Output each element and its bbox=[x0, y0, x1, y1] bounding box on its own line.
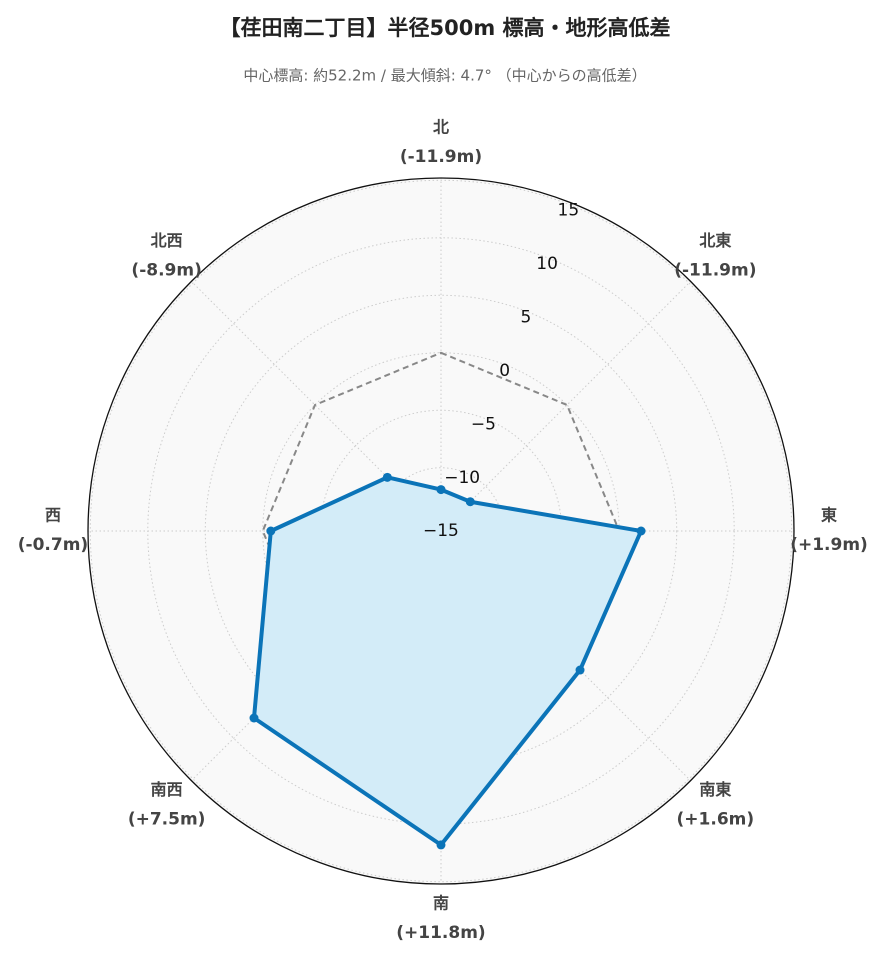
category-label: 西 bbox=[45, 506, 61, 525]
data-point bbox=[436, 485, 446, 495]
chart-title: 【荏田南二丁目】半径500m 標高・地形高低差 bbox=[219, 16, 670, 40]
r-tick-label: 15 bbox=[558, 201, 580, 221]
value-label: (+1.9m) bbox=[790, 535, 868, 555]
plot-border bbox=[87, 177, 795, 885]
r-tick-label: −5 bbox=[471, 414, 496, 434]
grid-circle bbox=[204, 294, 678, 768]
category-label: 南西 bbox=[151, 780, 183, 799]
value-label: (-11.9m) bbox=[674, 261, 756, 281]
value-label: (+1.6m) bbox=[677, 809, 755, 829]
r-tick-label: 5 bbox=[520, 308, 531, 328]
data-point bbox=[266, 526, 276, 536]
grid-spoke bbox=[440, 281, 691, 532]
r-tick-label: −15 bbox=[423, 521, 459, 541]
value-label: (+7.5m) bbox=[128, 809, 206, 829]
r-tick-label: −10 bbox=[444, 468, 480, 488]
data-point bbox=[382, 472, 392, 482]
category-label: 北東 bbox=[699, 231, 731, 250]
category-label: 南東 bbox=[699, 780, 731, 799]
value-label: (+11.8m) bbox=[396, 923, 485, 943]
value-label: (-11.9m) bbox=[400, 147, 482, 167]
category-label: 南 bbox=[433, 894, 449, 913]
data-point bbox=[249, 713, 259, 723]
category-label: 東 bbox=[821, 506, 837, 525]
category-label: 北西 bbox=[151, 231, 183, 250]
r-tick-label: 0 bbox=[499, 361, 510, 381]
data-point bbox=[636, 526, 646, 536]
r-tick-label: 10 bbox=[536, 254, 558, 274]
data-point bbox=[465, 497, 475, 507]
value-label: (-0.7m) bbox=[18, 535, 88, 555]
category-label: 北 bbox=[433, 118, 449, 137]
chart-subtitle: 中心標高: 約52.2m / 最大傾斜: 4.7° （中心からの高低差） bbox=[243, 67, 646, 85]
value-label: (-8.9m) bbox=[131, 261, 201, 281]
data-point bbox=[436, 840, 446, 850]
grid-spoke bbox=[191, 281, 442, 532]
grid-circle bbox=[89, 179, 793, 883]
data-point bbox=[575, 665, 585, 675]
